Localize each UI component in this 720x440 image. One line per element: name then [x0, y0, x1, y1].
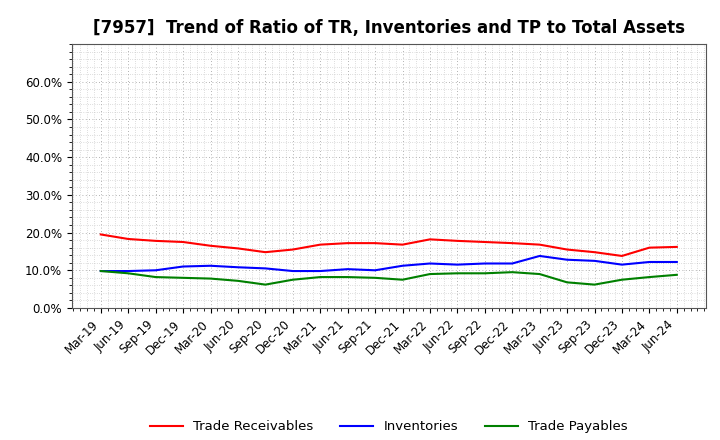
- Inventories: [343, 267, 352, 272]
- Trade Payables: [179, 275, 187, 280]
- Inventories: [453, 262, 462, 267]
- Trade Payables: [371, 275, 379, 280]
- Inventories: [289, 268, 297, 274]
- Trade Payables: [289, 277, 297, 282]
- Trade Payables: [151, 275, 160, 280]
- Trade Payables: [96, 268, 105, 274]
- Trade Payables: [261, 282, 270, 287]
- Trade Receivables: [453, 238, 462, 243]
- Trade Receivables: [508, 241, 516, 246]
- Trade Payables: [536, 271, 544, 277]
- Legend: Trade Receivables, Inventories, Trade Payables: Trade Receivables, Inventories, Trade Pa…: [145, 415, 633, 439]
- Inventories: [590, 258, 599, 264]
- Trade Receivables: [289, 247, 297, 252]
- Title: [7957]  Trend of Ratio of TR, Inventories and TP to Total Assets: [7957] Trend of Ratio of TR, Inventories…: [93, 19, 685, 37]
- Trade Payables: [398, 277, 407, 282]
- Inventories: [618, 262, 626, 267]
- Inventories: [96, 268, 105, 274]
- Trade Receivables: [672, 244, 681, 249]
- Trade Receivables: [343, 241, 352, 246]
- Trade Receivables: [536, 242, 544, 247]
- Trade Payables: [316, 275, 325, 280]
- Trade Receivables: [480, 239, 489, 245]
- Trade Payables: [426, 271, 434, 277]
- Inventories: [371, 268, 379, 273]
- Trade Receivables: [563, 247, 572, 252]
- Inventories: [233, 264, 242, 270]
- Trade Payables: [590, 282, 599, 287]
- Trade Payables: [233, 278, 242, 283]
- Trade Payables: [343, 275, 352, 280]
- Inventories: [206, 263, 215, 268]
- Trade Receivables: [206, 243, 215, 249]
- Inventories: [261, 266, 270, 271]
- Inventories: [316, 268, 325, 274]
- Trade Receivables: [426, 237, 434, 242]
- Trade Payables: [672, 272, 681, 278]
- Inventories: [508, 261, 516, 266]
- Line: Inventories: Inventories: [101, 256, 677, 271]
- Line: Trade Receivables: Trade Receivables: [101, 235, 677, 256]
- Trade Receivables: [96, 232, 105, 237]
- Inventories: [536, 253, 544, 259]
- Trade Payables: [453, 271, 462, 276]
- Trade Receivables: [151, 238, 160, 243]
- Trade Receivables: [645, 245, 654, 250]
- Inventories: [426, 261, 434, 266]
- Trade Receivables: [618, 253, 626, 259]
- Trade Receivables: [261, 249, 270, 255]
- Trade Receivables: [398, 242, 407, 247]
- Trade Payables: [618, 277, 626, 282]
- Inventories: [672, 259, 681, 264]
- Trade Receivables: [179, 239, 187, 245]
- Trade Receivables: [124, 236, 132, 242]
- Trade Receivables: [371, 241, 379, 246]
- Trade Receivables: [316, 242, 325, 247]
- Inventories: [645, 259, 654, 264]
- Inventories: [563, 257, 572, 262]
- Trade Payables: [206, 276, 215, 281]
- Trade Receivables: [590, 249, 599, 255]
- Trade Payables: [508, 270, 516, 275]
- Inventories: [151, 268, 160, 273]
- Trade Payables: [124, 271, 132, 276]
- Trade Payables: [480, 271, 489, 276]
- Trade Payables: [645, 275, 654, 280]
- Inventories: [398, 263, 407, 268]
- Inventories: [179, 264, 187, 269]
- Inventories: [124, 268, 132, 274]
- Trade Receivables: [233, 246, 242, 251]
- Line: Trade Payables: Trade Payables: [101, 271, 677, 285]
- Trade Payables: [563, 280, 572, 285]
- Inventories: [480, 261, 489, 266]
